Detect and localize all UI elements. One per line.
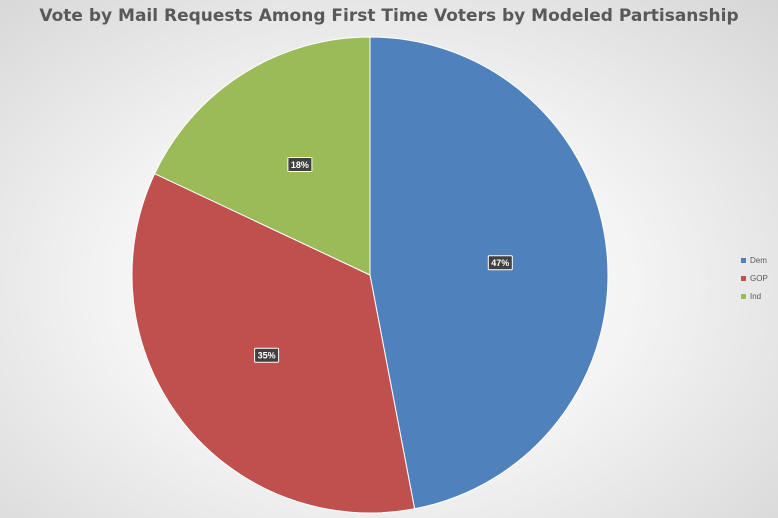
legend-swatch-ind	[741, 293, 746, 299]
data-label-box-ind	[287, 157, 313, 172]
data-label-gop: 35%	[254, 347, 280, 363]
pie-slice-dem	[369, 36, 609, 510]
legend-label-dem: Dem	[750, 255, 767, 265]
data-label-text-gop: 35%	[258, 351, 276, 361]
legend-item-gop: GOP	[741, 269, 768, 287]
data-label-ind: 18%	[287, 157, 313, 172]
pie-slice-ind	[153, 36, 371, 276]
data-label-dem: 47%	[487, 255, 513, 271]
legend-swatch-gop	[741, 275, 746, 281]
legend-item-dem: Dem	[741, 251, 768, 269]
chart-title: Vote by Mail Requests Among First Time V…	[39, 6, 739, 26]
data-label-box-dem	[487, 255, 513, 271]
data-label-text-ind: 18%	[291, 160, 309, 170]
legend-label-ind: Ind	[750, 291, 762, 301]
legend-label-gop: GOP	[750, 273, 768, 283]
data-label-box-gop	[254, 347, 280, 363]
legend-item-ind: Ind	[741, 287, 768, 305]
pie-slice-gop	[131, 172, 416, 514]
legend-swatch-dem	[741, 257, 746, 263]
data-label-text-dem: 47%	[491, 258, 509, 268]
legend: Dem GOP Ind	[741, 251, 768, 305]
